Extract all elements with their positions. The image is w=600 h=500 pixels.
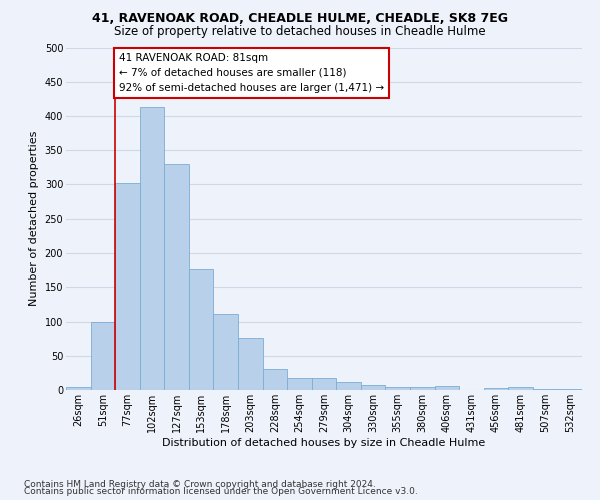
Bar xyxy=(91,322,115,390)
Bar xyxy=(484,388,508,390)
Text: 41 RAVENOAK ROAD: 81sqm
← 7% of detached houses are smaller (118)
92% of semi-de: 41 RAVENOAK ROAD: 81sqm ← 7% of detached… xyxy=(119,53,384,92)
Bar xyxy=(263,370,287,390)
Bar xyxy=(140,107,164,390)
Bar xyxy=(287,378,312,390)
Text: Contains public sector information licensed under the Open Government Licence v3: Contains public sector information licen… xyxy=(24,487,418,496)
Bar xyxy=(434,386,459,390)
Bar xyxy=(533,388,557,390)
Text: Size of property relative to detached houses in Cheadle Hulme: Size of property relative to detached ho… xyxy=(114,25,486,38)
Bar xyxy=(189,270,214,390)
Bar xyxy=(214,314,238,390)
X-axis label: Distribution of detached houses by size in Cheadle Hulme: Distribution of detached houses by size … xyxy=(163,438,485,448)
Bar xyxy=(385,388,410,390)
Text: 41, RAVENOAK ROAD, CHEADLE HULME, CHEADLE, SK8 7EG: 41, RAVENOAK ROAD, CHEADLE HULME, CHEADL… xyxy=(92,12,508,26)
Text: Contains HM Land Registry data © Crown copyright and database right 2024.: Contains HM Land Registry data © Crown c… xyxy=(24,480,376,489)
Bar xyxy=(410,388,434,390)
Bar xyxy=(238,338,263,390)
Bar xyxy=(557,388,582,390)
Bar xyxy=(164,164,189,390)
Bar xyxy=(312,378,336,390)
Bar xyxy=(336,382,361,390)
Bar xyxy=(66,386,91,390)
Bar xyxy=(115,183,140,390)
Bar xyxy=(508,388,533,390)
Y-axis label: Number of detached properties: Number of detached properties xyxy=(29,131,39,306)
Bar xyxy=(361,385,385,390)
